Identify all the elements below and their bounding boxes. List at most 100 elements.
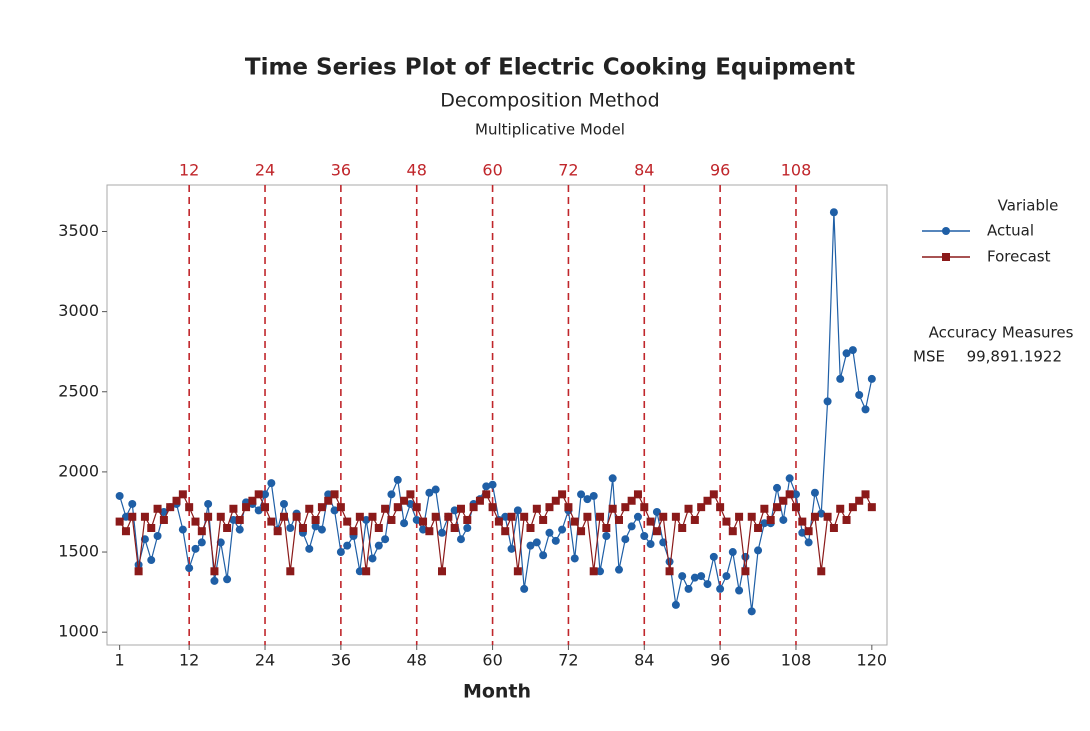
data-point — [735, 586, 744, 595]
data-point — [387, 515, 396, 524]
data-point — [773, 503, 782, 512]
accuracy-value: 99,891.1922 — [967, 348, 1062, 366]
data-point — [596, 512, 605, 521]
data-point — [267, 479, 276, 488]
data-point — [633, 490, 642, 499]
data-point — [848, 503, 857, 512]
data-point — [659, 512, 668, 521]
chart-subtitle: Decomposition Method — [440, 90, 659, 112]
data-point — [526, 523, 535, 532]
data-point — [305, 544, 314, 553]
data-point — [374, 523, 383, 532]
data-point — [659, 538, 668, 547]
legend-label: Actual — [987, 222, 1034, 240]
data-point — [583, 495, 592, 504]
data-point — [425, 527, 434, 536]
data-point — [311, 522, 320, 531]
chart-model: Multiplicative Model — [475, 121, 625, 139]
data-point — [311, 515, 320, 524]
data-point — [248, 496, 257, 505]
data-point — [602, 523, 611, 532]
y-tick-label: 2500 — [58, 381, 99, 400]
data-point — [488, 503, 497, 512]
data-point — [596, 567, 605, 576]
data-point — [608, 474, 617, 483]
data-point — [545, 503, 554, 512]
data-point — [393, 503, 402, 512]
data-point — [646, 517, 655, 526]
chart-title: Time Series Plot of Electric Cooking Equ… — [245, 55, 855, 81]
data-point — [760, 504, 769, 513]
data-point — [185, 503, 194, 512]
data-point — [153, 532, 162, 541]
data-point — [412, 515, 421, 524]
data-point — [684, 504, 693, 513]
x-tick-label: 108 — [781, 651, 812, 670]
data-point — [261, 503, 270, 512]
data-point — [627, 496, 636, 505]
data-point — [735, 512, 744, 521]
data-point — [292, 512, 301, 521]
data-point — [513, 567, 522, 576]
data-point — [159, 515, 168, 524]
data-point — [115, 491, 124, 500]
data-point — [381, 535, 390, 544]
data-point — [374, 541, 383, 550]
data-point — [355, 512, 364, 521]
data-point — [178, 525, 187, 534]
data-point — [197, 538, 206, 547]
data-point — [507, 512, 516, 521]
data-point — [754, 546, 763, 555]
data-point — [343, 517, 352, 526]
data-point — [665, 557, 674, 566]
accuracy-title: Accuracy Measures — [929, 324, 1074, 342]
reference-label: 72 — [558, 161, 578, 180]
data-point — [633, 512, 642, 521]
data-point — [867, 503, 876, 512]
reference-label: 60 — [482, 161, 502, 180]
data-point — [564, 503, 573, 512]
data-point — [204, 512, 213, 521]
data-point — [545, 528, 554, 537]
data-point — [279, 499, 288, 508]
data-point — [791, 490, 800, 499]
data-point — [501, 512, 510, 521]
data-point — [450, 506, 459, 515]
legend-marker — [942, 227, 950, 235]
data-point — [273, 527, 282, 536]
data-point — [855, 390, 864, 399]
data-point — [343, 541, 352, 550]
data-point — [121, 527, 130, 536]
data-point — [709, 490, 718, 499]
y-tick-label: 3000 — [58, 301, 99, 320]
data-point — [520, 512, 529, 521]
data-point — [741, 567, 750, 576]
data-point — [614, 515, 623, 524]
data-point — [488, 480, 497, 489]
data-point — [810, 512, 819, 521]
reference-label: 84 — [634, 161, 654, 180]
data-point — [121, 512, 130, 521]
data-point — [842, 349, 851, 358]
data-point — [817, 509, 826, 518]
data-point — [867, 374, 876, 383]
data-point — [558, 525, 567, 534]
data-point — [697, 503, 706, 512]
reference-label: 48 — [407, 161, 427, 180]
data-point — [475, 496, 484, 505]
data-point — [804, 527, 813, 536]
data-point — [716, 503, 725, 512]
data-point — [368, 554, 377, 563]
data-point — [652, 507, 661, 516]
data-point — [741, 552, 750, 561]
data-point — [621, 535, 630, 544]
data-point — [159, 507, 168, 516]
data-point — [722, 572, 731, 581]
data-point — [665, 567, 674, 576]
data-point — [614, 565, 623, 574]
x-tick-label: 1 — [115, 651, 125, 670]
data-point — [393, 475, 402, 484]
data-point — [406, 490, 415, 499]
data-point — [861, 405, 870, 414]
